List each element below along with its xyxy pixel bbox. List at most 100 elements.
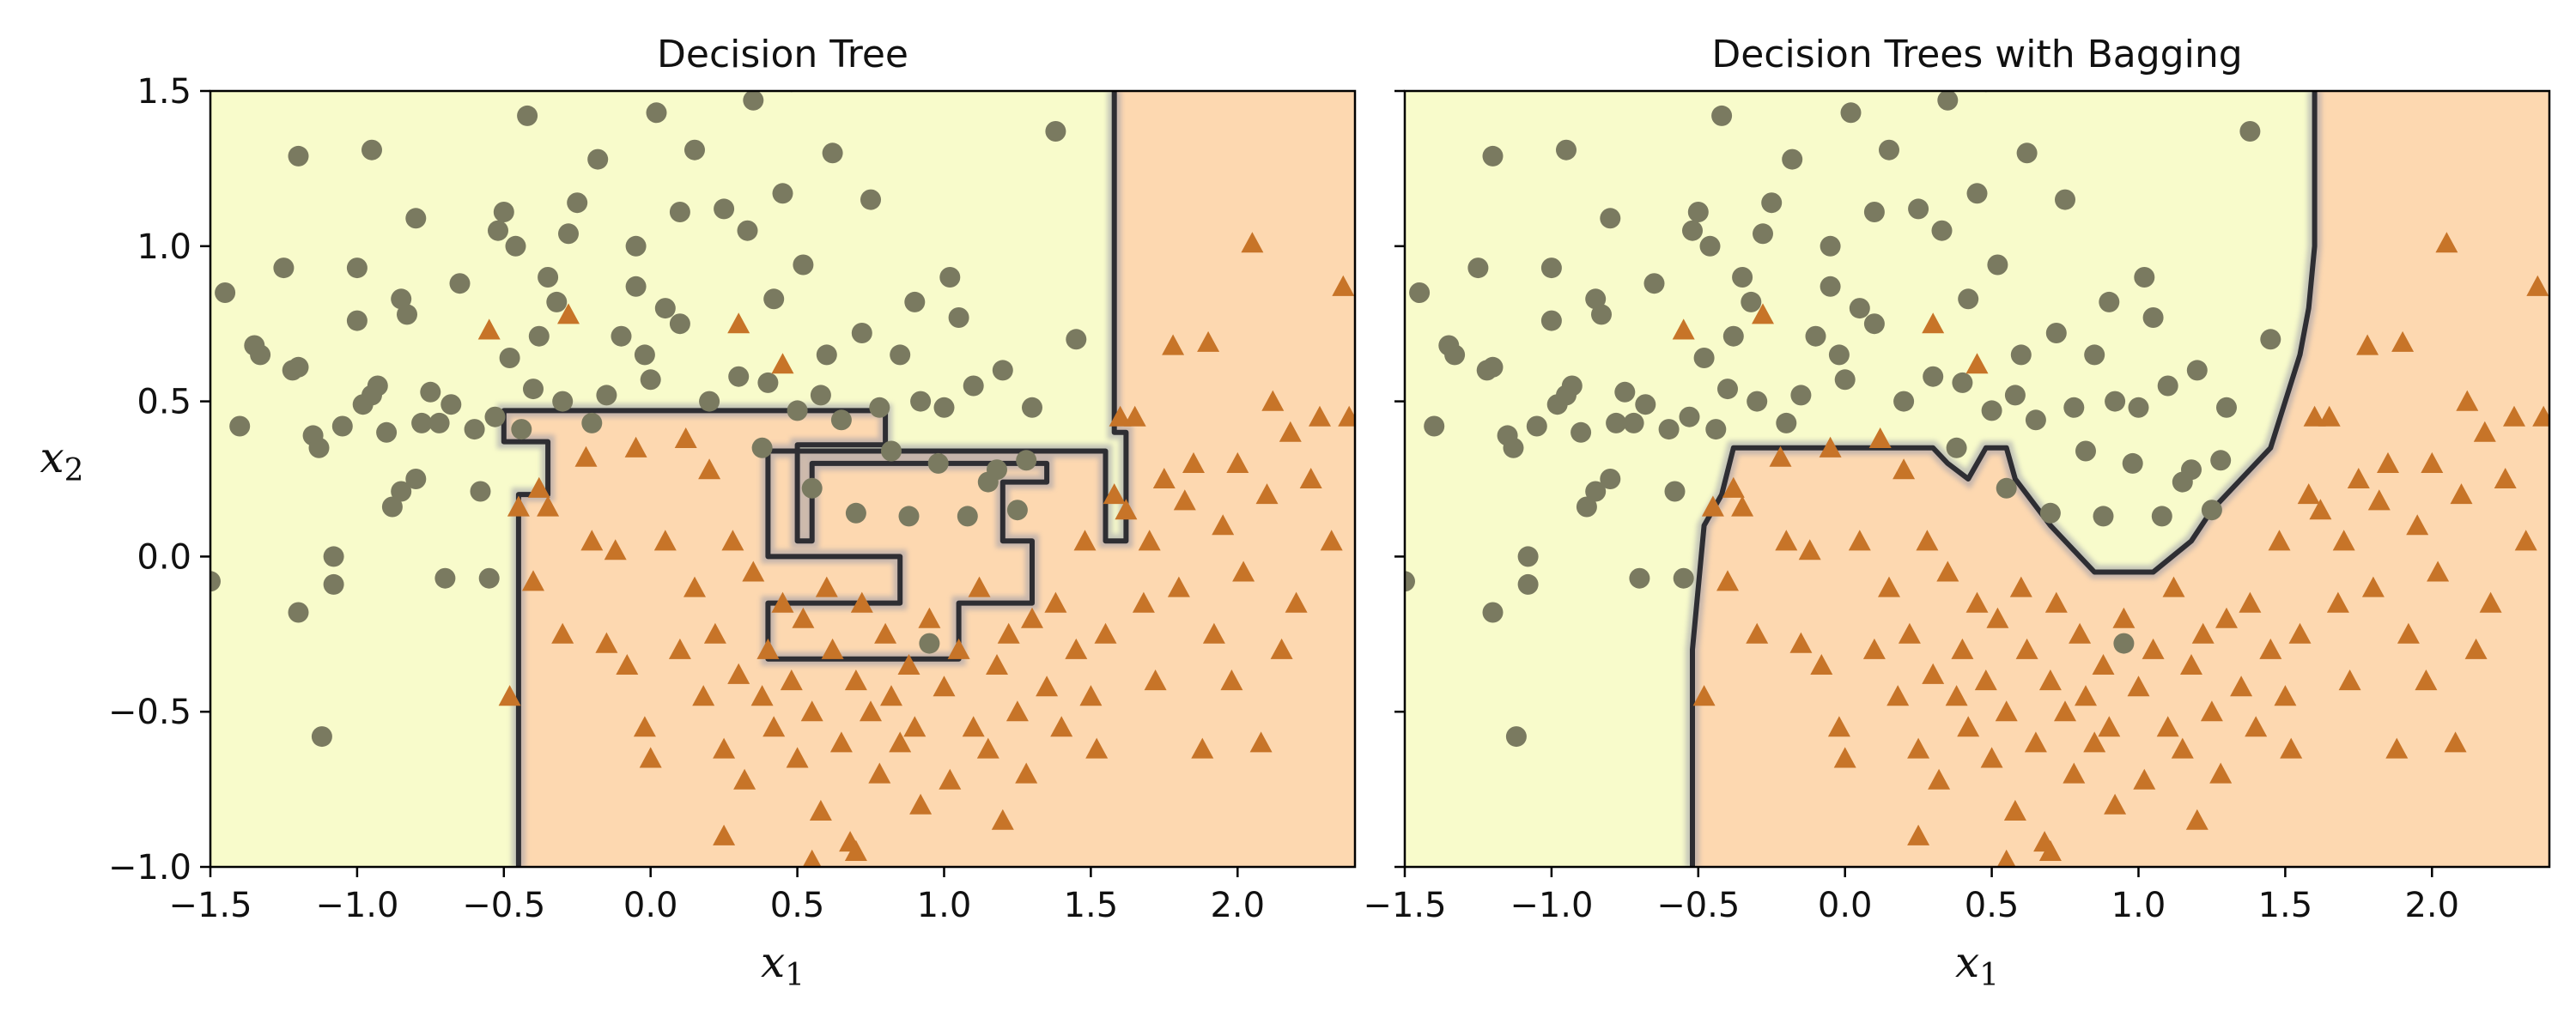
- point-class-1: [2391, 330, 2415, 352]
- point-class-0: [2181, 459, 2202, 481]
- point-class-0: [1828, 344, 1850, 366]
- point-class-0: [2075, 440, 2096, 462]
- point-class-1: [1827, 716, 1850, 737]
- x-tick-label: 2.0: [1210, 886, 1265, 925]
- point-class-1: [1957, 716, 1980, 737]
- point-class-0: [546, 291, 568, 312]
- point-class-1: [1922, 663, 1945, 684]
- point-class-0: [1482, 602, 1504, 623]
- point-class-1: [574, 445, 598, 467]
- point-class-0: [1782, 148, 1803, 170]
- point-class-0: [1629, 567, 1650, 589]
- x-tick-label: 0.0: [623, 886, 678, 925]
- point-class-1: [844, 839, 867, 861]
- point-class-1: [2427, 560, 2450, 582]
- point-class-0: [611, 325, 632, 347]
- point-class-0: [288, 145, 309, 167]
- point-class-1: [2347, 468, 2370, 488]
- point-class-1: [653, 530, 677, 551]
- point-class-1: [2038, 839, 2062, 861]
- point-class-1: [2280, 737, 2303, 759]
- point-class-1: [1152, 468, 1176, 488]
- point-class-0: [2260, 329, 2281, 350]
- point-class-1: [2385, 737, 2409, 759]
- point-class-1: [1073, 530, 1097, 551]
- point-class-1: [616, 654, 639, 675]
- point-class-1: [860, 700, 882, 722]
- y-tick-label: 0.5: [137, 383, 191, 422]
- point-class-1: [1868, 427, 1892, 448]
- point-class-0: [391, 481, 412, 502]
- point-class-1: [1965, 591, 1989, 613]
- point-class-1: [1249, 731, 1273, 753]
- point-class-1: [880, 685, 902, 706]
- point-class-1: [1974, 670, 1997, 691]
- point-class-0: [1966, 183, 1988, 204]
- point-class-0: [1693, 348, 1715, 368]
- x-axis-label: x1: [761, 937, 805, 993]
- point-class-1: [903, 716, 927, 737]
- point-class-0: [830, 409, 852, 431]
- point-class-1: [1255, 483, 1279, 505]
- point-class-0: [1505, 726, 1527, 748]
- point-class-1: [2142, 638, 2165, 659]
- point-class-0: [2142, 307, 2164, 328]
- point-class-1: [2009, 576, 2032, 597]
- chart-title: Decision Trees with Bagging: [1711, 33, 2242, 76]
- point-class-1: [976, 737, 999, 759]
- point-class-1: [2377, 451, 2399, 473]
- point-class-0: [434, 567, 456, 589]
- point-class-0: [1576, 496, 1597, 518]
- panel-bagging: −1.5 −1.0 −0.5 0.0 0.5 1.0 1.5 2.0 Decision Tree…: [1363, 33, 2551, 993]
- point-class-0: [963, 375, 984, 397]
- point-class-1: [850, 591, 873, 613]
- point-class-0: [2063, 397, 2085, 418]
- point-class-0: [493, 202, 514, 222]
- point-class-0: [505, 235, 526, 257]
- point-class-0: [822, 142, 843, 164]
- point-class-0: [308, 437, 330, 458]
- x-tick-label: 0.5: [770, 886, 825, 925]
- point-class-0: [1585, 288, 1607, 310]
- x-tick-label: 1.0: [2111, 886, 2166, 925]
- point-class-0: [488, 220, 508, 241]
- point-class-1: [2083, 731, 2106, 753]
- point-class-0: [528, 325, 550, 347]
- point-class-0: [1022, 397, 1042, 418]
- point-class-1: [1819, 436, 1842, 457]
- point-class-0: [625, 276, 647, 297]
- point-class-1: [2098, 716, 2121, 737]
- point-class-1: [889, 731, 912, 753]
- point-class-1: [771, 591, 794, 613]
- point-class-1: [2473, 421, 2496, 442]
- point-class-1: [1701, 495, 1724, 517]
- point-class-0: [904, 291, 926, 312]
- x-tick-label: 1.0: [917, 886, 972, 925]
- point-class-1: [2288, 622, 2312, 644]
- point-class-0: [428, 412, 450, 433]
- y-tick-label: −0.5: [108, 693, 191, 732]
- point-class-0: [273, 258, 295, 279]
- point-class-1: [986, 654, 1008, 675]
- point-class-0: [376, 421, 398, 443]
- point-class-1: [802, 849, 822, 867]
- point-class-1: [527, 476, 550, 498]
- point-class-1: [2415, 670, 2438, 691]
- point-class-1: [1094, 622, 1117, 644]
- point-class-0: [523, 379, 544, 400]
- point-class-0: [869, 397, 890, 418]
- point-class-1: [2464, 638, 2488, 659]
- x-tick-label: −0.5: [1656, 886, 1740, 925]
- point-class-0: [890, 344, 911, 366]
- point-class-1: [821, 638, 844, 659]
- point-class-1: [780, 670, 803, 691]
- point-class-0: [1571, 421, 1592, 443]
- point-class-1: [2450, 483, 2473, 505]
- x-tick-label: 2.0: [2404, 886, 2459, 925]
- point-class-1: [2494, 468, 2517, 488]
- point-class-1: [1731, 495, 1754, 517]
- point-class-0: [215, 282, 236, 303]
- x-tick-label: 1.5: [2258, 886, 2313, 925]
- point-class-0: [751, 437, 773, 458]
- point-class-1: [1279, 421, 1302, 442]
